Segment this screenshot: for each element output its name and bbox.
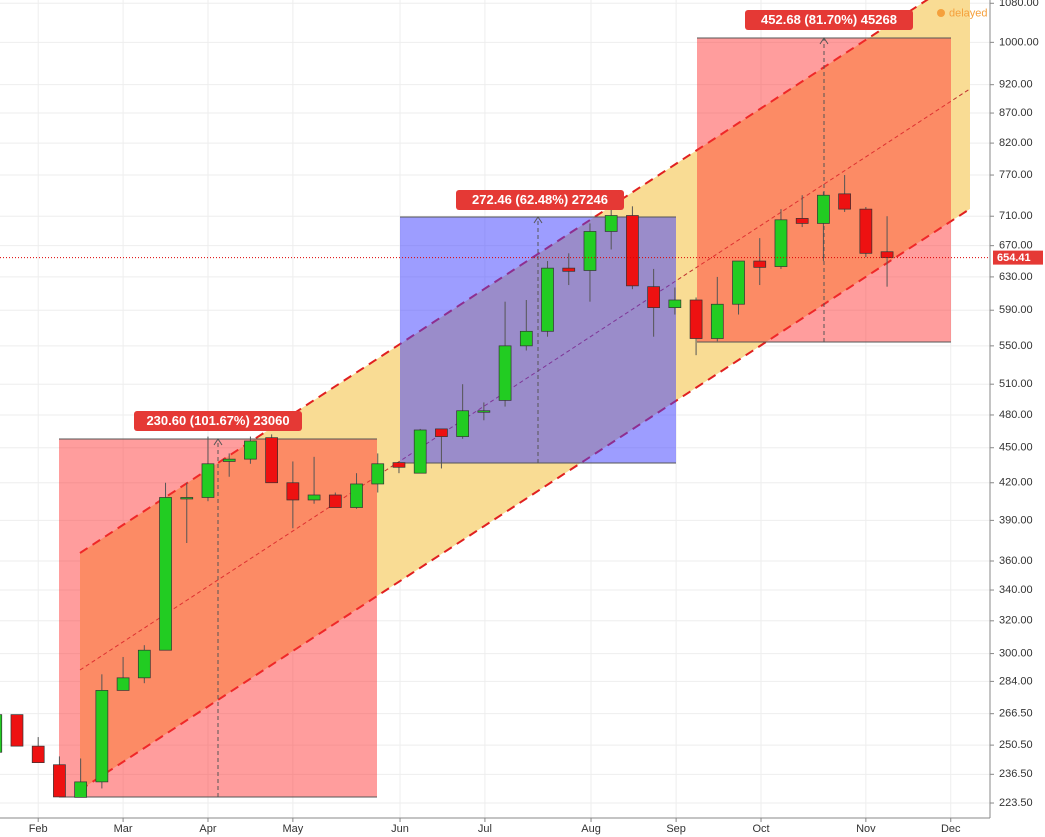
x-tick-label: Sep: [666, 823, 686, 835]
candle-body: [392, 462, 406, 468]
last-price-label: 654.41: [997, 252, 1031, 264]
x-tick-label: Feb: [29, 823, 48, 835]
candle-body: [753, 260, 767, 268]
arrow-head: [819, 37, 829, 45]
x-tick-label: Dec: [941, 823, 961, 835]
x-tick-label: Jun: [391, 823, 409, 835]
candle-body: [647, 286, 660, 308]
y-tick-label: 510.00: [999, 378, 1033, 390]
candle-body: [350, 483, 363, 508]
y-tick-label: 480.00: [999, 409, 1033, 421]
candle-body: [477, 410, 491, 413]
candle-body: [116, 677, 130, 691]
y-tick-label: 450.00: [999, 442, 1033, 454]
drawing-layer: [59, 0, 971, 798]
candle-body: [371, 463, 385, 485]
candle-body: [435, 428, 448, 437]
candle-body: [201, 463, 215, 498]
candle-body: [286, 482, 300, 501]
last-price-box: [993, 250, 1043, 265]
candle-body: [710, 303, 724, 339]
candle-body: [31, 745, 45, 763]
candle-body: [0, 714, 3, 753]
annotation-label: 272.46 (62.48%) 27246: [472, 192, 608, 207]
y-tick-label: 266.50: [999, 708, 1033, 720]
y-tick-label: 820.00: [999, 137, 1033, 149]
candle-body: [583, 231, 597, 271]
candle-body: [265, 437, 278, 484]
y-tick-label: 340.00: [999, 584, 1033, 596]
candle-body: [626, 215, 639, 287]
candle-body: [541, 267, 554, 332]
y-tick-label: 1000.00: [999, 36, 1039, 48]
channel-edge: [79, 207, 971, 791]
candle-body: [53, 764, 66, 798]
y-tick-label: 920.00: [999, 79, 1033, 91]
candle-layer: [0, 175, 894, 798]
annotation-label: 230.60 (101.67%) 23060: [146, 413, 289, 428]
y-tick-label: 770.00: [999, 169, 1033, 181]
candle-body: [795, 218, 809, 224]
overlay-layer: 230.60 (101.67%) 23060 272.46 (62.48%) 27…: [0, 7, 1043, 431]
x-tick-label: Jul: [478, 823, 492, 835]
candle-body: [880, 251, 894, 258]
candle-body: [859, 208, 873, 254]
candle-body: [222, 458, 236, 462]
x-tick-label: Aug: [581, 823, 601, 835]
x-tick-label: Mar: [114, 823, 133, 835]
y-tick-label: 550.00: [999, 340, 1033, 352]
y-tick-label: 320.00: [999, 615, 1033, 627]
arrow-head: [213, 438, 223, 446]
candle-body: [689, 299, 703, 339]
y-tick-label: 420.00: [999, 477, 1033, 489]
candle-body: [137, 649, 151, 679]
candle-body: [838, 193, 851, 210]
candle-body: [413, 429, 427, 474]
annotation-label: 452.68 (81.70%) 45268: [761, 12, 897, 27]
status-dot: [937, 9, 945, 17]
y-tick-label: 360.00: [999, 555, 1033, 567]
x-tick-label: Nov: [856, 823, 876, 835]
y-tick-label: 236.50: [999, 768, 1033, 780]
candle-body: [562, 267, 576, 272]
candle-body: [180, 497, 194, 500]
candle-body: [10, 714, 24, 747]
y-tick-label: 223.50: [999, 797, 1033, 809]
candle-body: [732, 260, 745, 305]
candle-body: [159, 497, 172, 651]
y-tick-label: 670.00: [999, 240, 1033, 252]
annotation-box: [134, 411, 302, 431]
candle-body: [74, 781, 87, 798]
y-tick-label: 870.00: [999, 107, 1033, 119]
x-tick-label: Oct: [752, 823, 769, 835]
candle-body: [774, 219, 788, 267]
y-tick-label: 390.00: [999, 514, 1033, 526]
annotation-box: [745, 10, 913, 30]
y-tick-label: 590.00: [999, 304, 1033, 316]
y-tick-label: 1080.00: [999, 0, 1039, 9]
x-tick-label: May: [282, 823, 303, 835]
y-tick-label: 710.00: [999, 210, 1033, 222]
y-tick-label: 630.00: [999, 271, 1033, 283]
y-tick-label: 284.00: [999, 675, 1033, 687]
x-tick-label: Apr: [199, 823, 216, 835]
candle-body: [498, 345, 512, 401]
candle-body: [668, 299, 682, 308]
candle-body: [95, 690, 109, 783]
y-tick-label: 300.00: [999, 647, 1033, 659]
candle-body: [456, 410, 469, 437]
arrow-head: [533, 216, 543, 224]
candle-body: [519, 330, 533, 347]
status-label: delayed: [949, 7, 988, 19]
y-tick-label: 250.50: [999, 739, 1033, 751]
candle-body: [817, 194, 830, 224]
candle-body: [604, 215, 618, 232]
channel-mid: [79, 88, 971, 671]
candle-body: [307, 494, 321, 501]
candle-body: [244, 440, 257, 460]
annotation-box: [456, 190, 624, 210]
candle-body: [328, 494, 342, 508]
